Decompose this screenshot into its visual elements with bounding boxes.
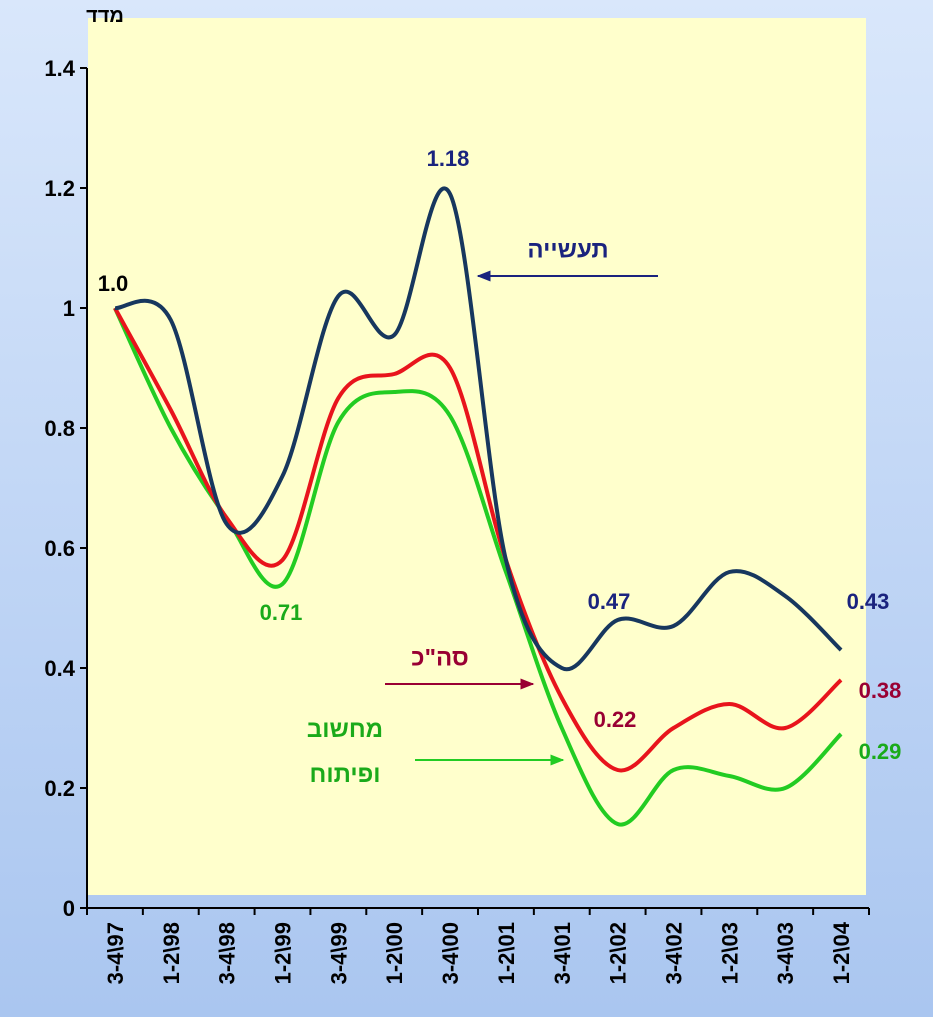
x-tick-label: 3-4\97 (103, 922, 128, 984)
y-axis-label: מדד (86, 5, 124, 27)
x-tick-label: 3-4\03 (773, 922, 798, 984)
data-label: 0.47 (588, 589, 631, 614)
x-tick-label: 3-4\00 (438, 922, 463, 984)
x-tick-label: 3-4\01 (550, 922, 575, 984)
y-tick-label: 1 (63, 296, 75, 321)
y-tick-label: 0.8 (44, 416, 75, 441)
data-label: 0.71 (260, 600, 303, 625)
data-label: 0.43 (847, 589, 890, 614)
x-tick-label: 3-4\99 (326, 922, 351, 984)
data-label: 0.22 (594, 707, 637, 732)
y-tick-label: 0 (63, 896, 75, 921)
x-tick-label: 1-2\02 (606, 922, 631, 984)
y-tick-label: 0.6 (44, 536, 75, 561)
series-label: מחשוב ופיתוח (306, 716, 384, 788)
y-tick-label: 1.4 (44, 56, 75, 81)
y-tick-label: 0.2 (44, 776, 75, 801)
x-tick-label: 1-2\03 (717, 922, 742, 984)
data-label: 0.38 (859, 678, 902, 703)
y-tick-label: 0.4 (44, 656, 75, 681)
data-label: 0.29 (859, 739, 902, 764)
x-tick-label: 1-2\00 (382, 922, 407, 984)
series-line (114, 186, 843, 672)
series-label: תעשייה (527, 236, 609, 264)
x-tick-label: 3-4\02 (662, 922, 687, 984)
data-label: 1.0 (98, 271, 129, 296)
series-line (113, 307, 843, 773)
data-label: 1.18 (427, 146, 470, 171)
y-tick-label: 1.2 (44, 176, 75, 201)
x-tick-label: 1-2\98 (159, 922, 184, 984)
x-tick-label: 3-4\98 (215, 922, 240, 984)
x-tick-label: 1-2\99 (271, 922, 296, 984)
x-tick-label: 1-2\01 (494, 922, 519, 984)
series-label: סה"כ (411, 644, 469, 672)
x-tick-label: 1-2\04 (829, 921, 854, 984)
